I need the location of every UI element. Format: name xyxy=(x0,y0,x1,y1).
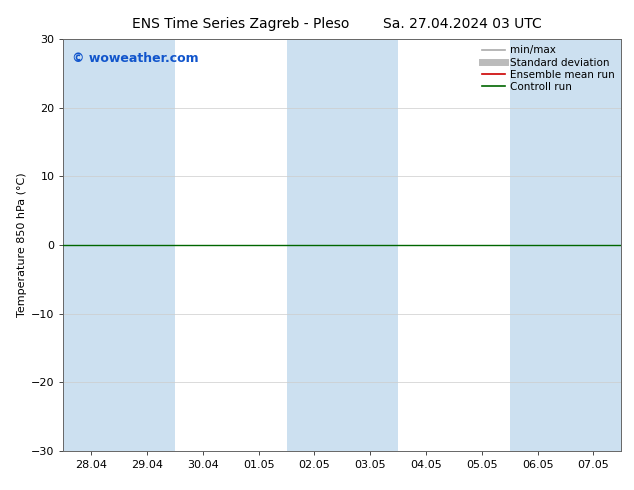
Text: Sa. 27.04.2024 03 UTC: Sa. 27.04.2024 03 UTC xyxy=(384,17,542,31)
Bar xyxy=(510,39,566,451)
Bar xyxy=(342,39,398,451)
Y-axis label: Temperature 850 hPa (°C): Temperature 850 hPa (°C) xyxy=(16,172,27,318)
Bar xyxy=(566,39,621,451)
Bar xyxy=(287,39,342,451)
Legend: min/max, Standard deviation, Ensemble mean run, Controll run: min/max, Standard deviation, Ensemble me… xyxy=(478,41,619,96)
Text: © woweather.com: © woweather.com xyxy=(72,51,198,65)
Bar xyxy=(119,39,175,451)
Text: ENS Time Series Zagreb - Pleso: ENS Time Series Zagreb - Pleso xyxy=(133,17,349,31)
Bar xyxy=(63,39,119,451)
